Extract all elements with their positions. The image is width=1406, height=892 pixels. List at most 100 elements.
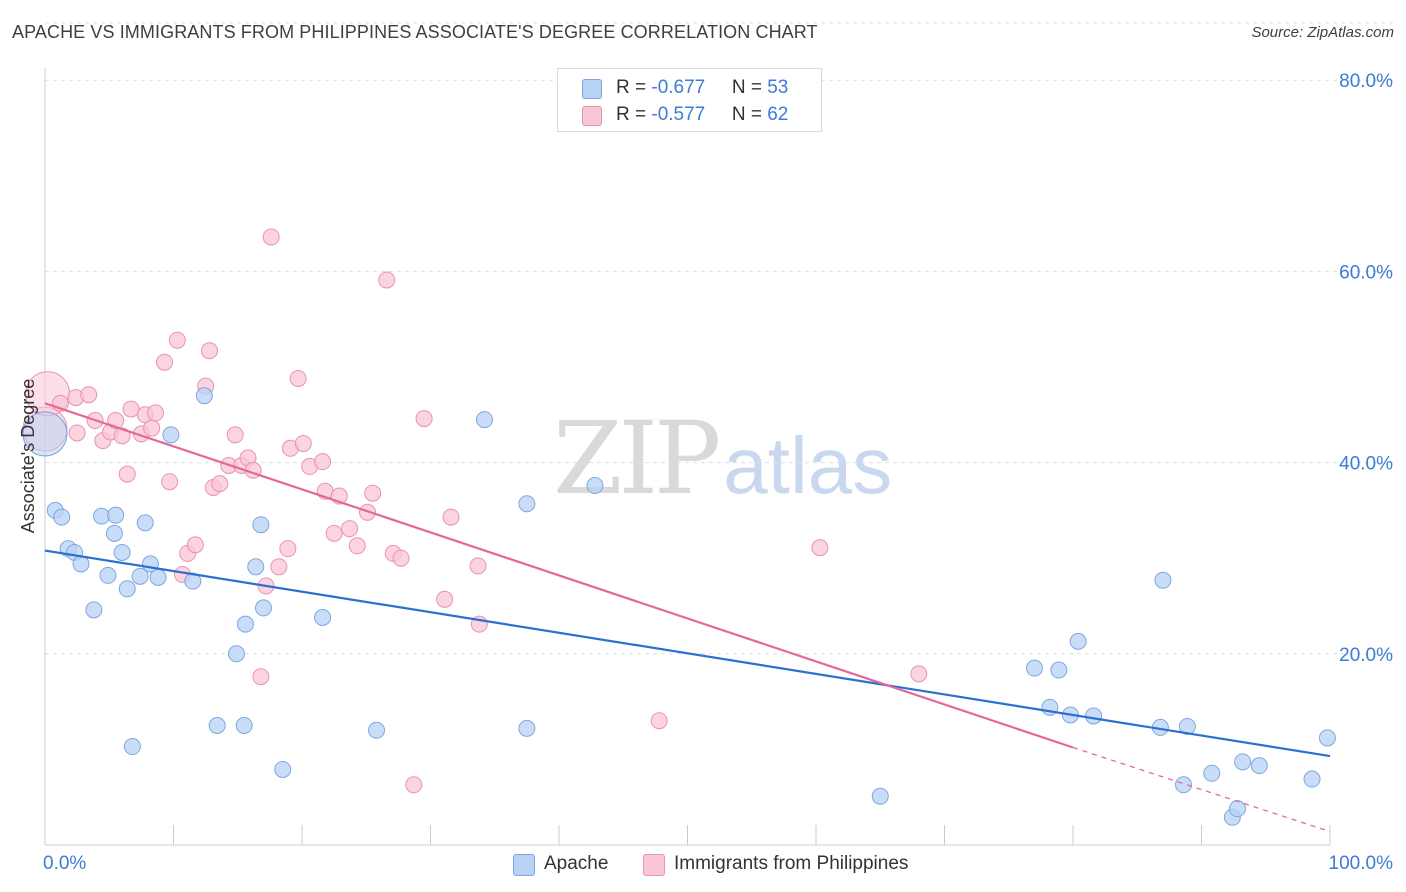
apache-point	[1178, 717, 1196, 735]
philippines-points	[22, 228, 928, 794]
philippines-point	[348, 537, 366, 555]
apache-point	[123, 738, 141, 756]
apache-point	[1025, 659, 1043, 677]
trend-layer	[44, 402, 1331, 833]
philippines-point	[122, 400, 140, 418]
philippines-point	[143, 419, 161, 437]
philippines-point	[200, 342, 218, 360]
apache-point	[368, 721, 386, 739]
philippines-point	[147, 404, 165, 422]
philippines-point	[442, 508, 460, 526]
axis-layer	[44, 68, 1331, 846]
apache-point	[274, 760, 292, 778]
philippines-n-label: N =	[731, 104, 768, 125]
philippines-point	[469, 557, 487, 575]
watermark: ZIPatlas	[553, 400, 892, 517]
philippines-point	[289, 369, 307, 387]
chart-title: APACHE VS IMMIGRANTS FROM PHILIPPINES AS…	[12, 22, 818, 42]
apache-point	[1175, 776, 1193, 794]
apache-point	[22, 411, 68, 457]
apache-point	[247, 558, 265, 576]
apache-swatch	[582, 79, 602, 99]
watermark-atlas: atlas	[723, 421, 893, 510]
apache-point	[227, 645, 245, 663]
apache-point	[131, 567, 149, 585]
philippines-point	[113, 427, 131, 445]
apache-trend-line	[44, 549, 1331, 758]
apache-point	[518, 719, 536, 737]
philippines-trend-line	[44, 402, 1074, 749]
y-tick-label: 40.0%	[1339, 454, 1393, 475]
philippines-point	[270, 558, 288, 576]
apache-point	[85, 601, 103, 619]
philippines-swatch	[582, 106, 602, 126]
apache-point	[93, 507, 111, 525]
bottom-apache-swatch	[513, 854, 535, 876]
apache-point	[99, 566, 117, 584]
apache-r-value: -0.677	[651, 77, 706, 98]
bottom-philippines-swatch	[643, 854, 665, 876]
bottom-apache-label: Apache	[544, 853, 609, 874]
philippines-point	[226, 426, 244, 444]
apache-n-value: 53	[767, 77, 789, 98]
philippines-point	[405, 776, 423, 794]
philippines-point	[80, 386, 98, 404]
philippines-trend-extension	[1072, 746, 1331, 833]
philippines-point	[392, 549, 410, 567]
philippines-r-value: -0.577	[651, 104, 706, 125]
apache-point	[1154, 571, 1172, 589]
philippines-point	[279, 540, 297, 558]
apache-point	[1203, 764, 1221, 782]
apache-point	[1085, 707, 1103, 725]
philippines-point	[325, 524, 343, 542]
correlation-legend: R = -0.677 N = 53 R = -0.577 N = 62	[557, 68, 822, 132]
source-label: Source: ZipAtlas.com	[1251, 24, 1394, 41]
x-tick-label: 100.0%	[1329, 853, 1394, 874]
apache-point	[118, 580, 136, 598]
apache-point	[518, 495, 536, 513]
apache-point	[586, 477, 604, 495]
apache-point	[53, 508, 71, 526]
apache-point	[136, 514, 154, 532]
y-tick-label: 60.0%	[1339, 262, 1393, 283]
apache-point	[1050, 661, 1068, 679]
apache-point	[162, 426, 180, 444]
apache-point	[235, 717, 253, 734]
apache-points	[22, 387, 1336, 826]
apache-point	[1250, 757, 1268, 775]
philippines-point	[415, 410, 433, 428]
philippines-point	[168, 331, 186, 349]
apache-point	[1303, 770, 1321, 788]
philippines-point	[118, 465, 136, 483]
philippines-point	[378, 271, 396, 289]
apache-point	[871, 787, 889, 805]
philippines-point	[910, 665, 928, 683]
philippines-n-value: 62	[767, 104, 789, 125]
philippines-point	[294, 434, 312, 452]
apache-point	[314, 608, 332, 626]
philippines-point	[364, 484, 382, 502]
apache-point	[254, 599, 272, 617]
philippines-point	[341, 520, 359, 538]
philippines-point	[156, 353, 174, 371]
philippines-r-label: R =	[616, 104, 652, 125]
philippines-point	[314, 453, 332, 471]
philippines-point	[811, 539, 829, 557]
apache-n-label: N =	[731, 77, 768, 98]
apache-point	[1318, 729, 1336, 747]
philippines-point	[68, 424, 86, 442]
apache-point	[252, 516, 270, 534]
y-axis-title: Associate's Degree	[18, 379, 38, 534]
philippines-point	[161, 473, 179, 491]
philippines-point	[262, 228, 280, 246]
apache-point	[475, 411, 493, 429]
apache-point	[149, 568, 167, 586]
bottom-philippines-label: Immigrants from Philippines	[674, 853, 909, 874]
philippines-point	[186, 536, 204, 554]
apache-point	[1228, 800, 1246, 818]
philippines-point	[650, 712, 668, 730]
y-tick-label: 20.0%	[1339, 645, 1393, 666]
watermark-zip: ZIP	[553, 400, 721, 517]
philippines-point	[211, 475, 229, 493]
